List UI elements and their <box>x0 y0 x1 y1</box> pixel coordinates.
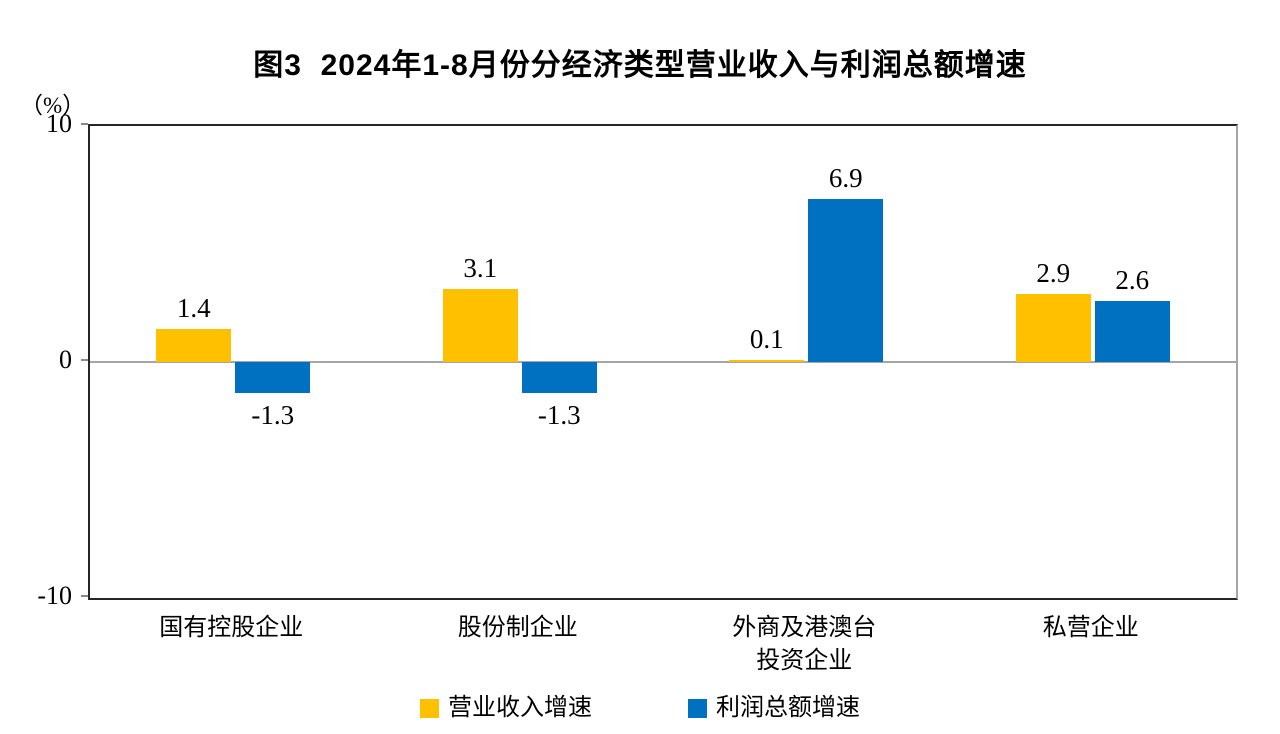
legend-item: 营业收入增速 <box>420 694 592 722</box>
data-label: 0.1 <box>749 323 784 354</box>
bar-利润总额增速-国有控股企业 <box>235 362 311 393</box>
y-tick-mark <box>81 123 88 125</box>
data-label: 2.9 <box>1036 257 1071 288</box>
bar-营业收入增速-私营企业 <box>1015 293 1091 362</box>
bar-营业收入增速-股份制企业 <box>442 288 518 362</box>
y-tick-label: -10 <box>37 581 72 610</box>
category-label: 国有控股企业 <box>159 615 304 641</box>
plot-area: 1.4 -1.3 3.1 -1.3 0.1 6.9 2.9 2.6 <box>88 124 1238 600</box>
category-label: 股份制企业 <box>457 615 578 641</box>
legend-label: 利润总额增速 <box>716 695 860 721</box>
data-label: -1.3 <box>251 399 295 430</box>
category-axis: 国有控股企业 股份制企业 外商及港澳台 投资企业 私营企业 <box>88 612 1234 682</box>
bar-利润总额增速-股份制企业 <box>521 362 597 393</box>
y-tick-mark <box>81 359 88 361</box>
data-label: 2.6 <box>1115 264 1150 295</box>
data-label: 1.4 <box>176 292 211 323</box>
legend-label: 营业收入增速 <box>448 695 592 721</box>
bar-营业收入增速-外商及港澳台投资企业 <box>729 359 805 362</box>
bar-营业收入增速-国有控股企业 <box>156 328 232 362</box>
legend: 营业收入增速 利润总额增速 <box>0 694 1280 722</box>
legend-swatch-icon <box>420 698 439 718</box>
category-label: 私营企业 <box>1042 615 1139 641</box>
bar-利润总额增速-私营企业 <box>1094 300 1170 362</box>
zero-gridline <box>90 361 1236 363</box>
y-tick-label: 0 <box>59 345 72 374</box>
y-tick-mark <box>81 595 88 597</box>
data-label: -1.3 <box>537 399 581 430</box>
legend-swatch-icon <box>688 698 707 718</box>
y-axis-unit-label: （%） <box>20 93 86 118</box>
data-label: 3.1 <box>463 252 498 283</box>
legend-item: 利润总额增速 <box>688 694 860 722</box>
chart-title: 图3 2024年1-8月份分经济类型营业收入与利润总额增速 <box>253 49 1027 82</box>
bar-利润总额增速-外商及港澳台投资企业 <box>808 199 884 362</box>
category-label: 外商及港澳台 投资企业 <box>732 615 877 674</box>
y-tick-label: 10 <box>46 109 72 138</box>
data-label: 6.9 <box>828 163 863 194</box>
